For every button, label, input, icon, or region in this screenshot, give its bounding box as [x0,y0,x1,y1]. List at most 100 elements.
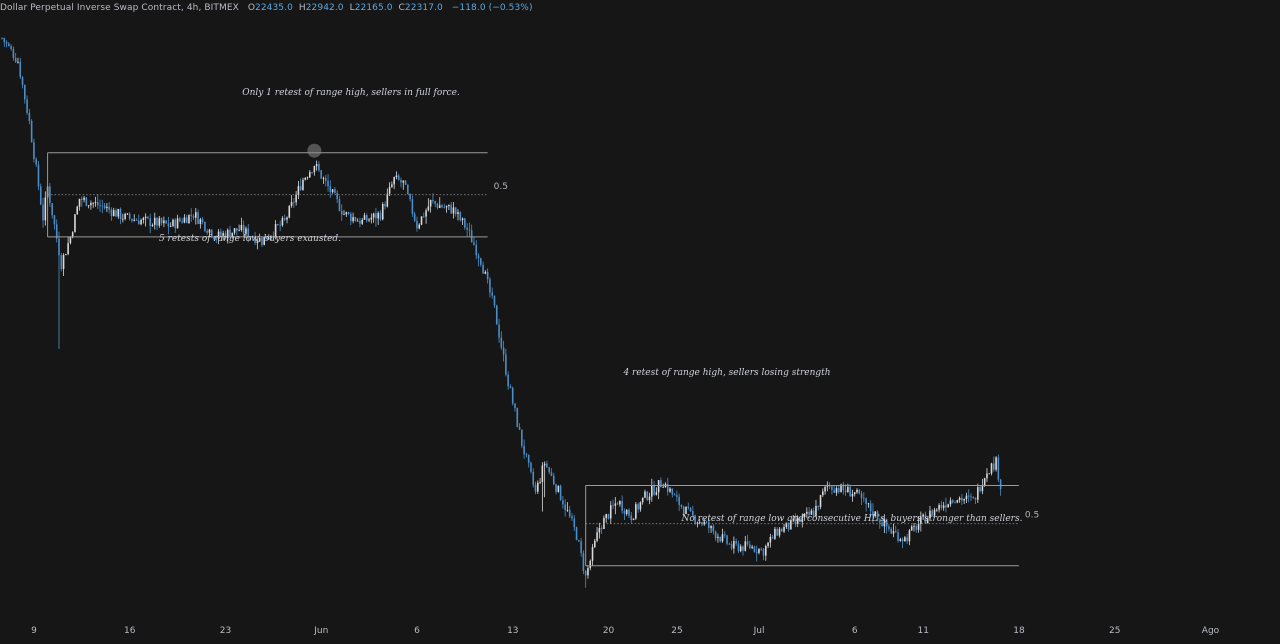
candle [144,213,147,227]
candle [473,236,475,246]
candle [495,304,498,325]
candle [635,502,637,520]
open-label: O [247,3,255,13]
candle [876,510,879,522]
candle [379,210,382,221]
candle [468,222,471,237]
candle [103,202,106,210]
candle [108,202,110,214]
candle [76,205,79,215]
x-tick-label: 25 [1109,626,1120,636]
candle [368,218,370,223]
candle [717,533,719,543]
candle [580,537,582,557]
candle [295,191,297,206]
candle [126,213,129,215]
candle [19,57,22,80]
candle [917,516,920,533]
candle [819,494,822,510]
candle [345,211,348,218]
candle [860,490,863,506]
candle [851,489,854,502]
candle [958,496,961,503]
x-tick-label: 11 [917,626,928,636]
annotation-range1-high: Only 1 retest of range high, sellers in … [242,88,460,98]
candle [568,506,571,519]
candle [425,208,427,224]
candle [550,468,553,477]
candle [979,485,981,493]
candle [359,217,361,228]
candle [926,517,929,524]
candle [573,514,576,532]
candle [787,522,790,532]
candle [940,500,943,511]
candle [299,178,302,191]
candle [890,527,892,535]
candle [475,240,478,260]
candle [769,533,772,548]
candle [514,403,516,412]
candle [920,511,922,532]
candle [149,213,151,234]
candle [322,176,325,184]
candle [562,496,564,509]
candle [765,544,767,561]
candle [587,565,589,579]
candle [3,37,6,47]
candle [179,216,181,223]
candle [776,527,778,536]
candle [83,195,85,203]
candle [297,181,300,199]
candle [53,214,56,230]
candle [824,486,826,495]
candle [28,109,31,125]
candle [949,497,952,507]
candle [340,204,343,221]
candle [967,489,970,503]
candle [936,508,938,512]
candle [459,211,462,222]
candle [516,407,519,428]
candle [206,228,208,235]
candle [242,220,245,238]
candle [124,212,126,221]
candle [309,170,311,178]
candle [388,182,391,196]
candle [174,218,177,233]
candle [951,499,954,504]
candle [78,198,81,211]
candle [651,478,653,502]
candle [525,452,528,458]
candle [678,493,680,512]
candle [835,486,838,496]
candle [584,569,587,588]
candle [500,331,503,350]
candle [324,174,327,187]
candle [14,52,17,63]
candle [628,508,630,519]
low-value: 22165.0 [354,3,393,13]
candle [673,493,676,496]
candle [511,386,514,406]
candle [133,214,136,222]
candle [527,454,530,468]
candle [256,239,259,250]
candle [254,231,256,246]
candle [413,211,416,223]
candle [933,507,936,518]
range-2: 0.5 [585,484,1039,567]
candle [334,186,336,194]
candle [464,217,466,230]
candle [356,218,359,222]
candle [844,484,847,496]
candle [240,217,243,232]
candle [965,492,968,503]
candle [621,495,623,514]
x-tick-label: 23 [220,626,231,636]
candle [119,207,122,225]
candle [931,509,934,516]
candle [354,216,357,222]
